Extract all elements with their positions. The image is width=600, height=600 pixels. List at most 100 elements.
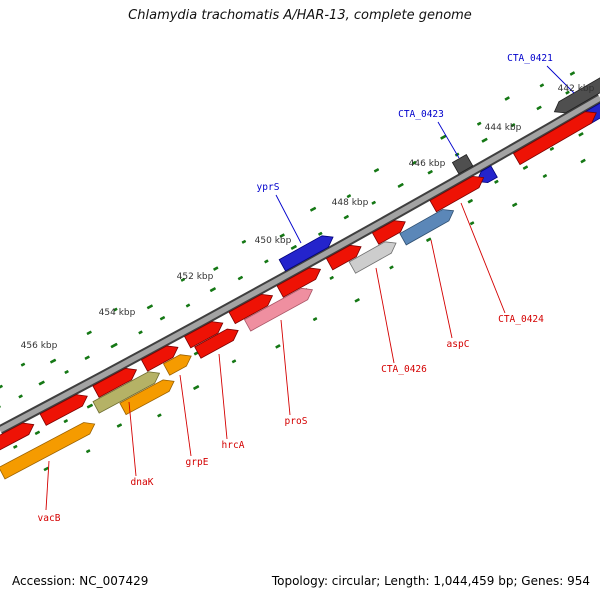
feature-tick xyxy=(312,317,318,322)
feature-tick xyxy=(569,71,576,76)
gene-CTA_0423[interactable] xyxy=(451,154,474,175)
gene-label-vacB: vacB xyxy=(38,513,61,524)
ruler-label: 456 kbp xyxy=(21,341,58,351)
ruler-label: 454 kbp xyxy=(99,308,136,318)
gene-label-dnaK: dnaK xyxy=(131,477,154,488)
feature-tick xyxy=(275,344,281,349)
gene-grpE[interactable] xyxy=(162,350,194,376)
gene-red-a[interactable] xyxy=(512,107,599,166)
feature-tick xyxy=(469,221,475,226)
feature-tick xyxy=(412,160,417,165)
gene-orange-b[interactable] xyxy=(119,376,177,416)
feature-tick xyxy=(565,90,570,95)
feature-tick xyxy=(512,202,518,207)
feature-tick xyxy=(467,199,473,204)
gene-vacB[interactable] xyxy=(0,418,98,480)
feature-tick xyxy=(86,330,92,335)
gene-label-aspC: aspC xyxy=(447,339,470,350)
label-leader-aspC xyxy=(430,239,453,339)
gene-CTA_0426[interactable] xyxy=(348,237,399,274)
feature-tick xyxy=(86,403,93,409)
gene-red-b[interactable] xyxy=(371,216,408,245)
gene-aspC[interactable] xyxy=(399,205,457,246)
feature-tick xyxy=(237,275,244,281)
genome-backbone-fill xyxy=(0,95,600,433)
feature-tick xyxy=(20,362,26,367)
feature-tick xyxy=(157,413,162,418)
feature-tick xyxy=(213,266,219,271)
gene-red-j[interactable] xyxy=(0,419,37,451)
label-leader-CTA_0424 xyxy=(460,202,506,314)
gene-CTA_0424[interactable] xyxy=(429,172,487,213)
feature-tick xyxy=(343,214,349,220)
gene-label-CTA_0423: CTA_0423 xyxy=(398,109,444,120)
gene-CTA_0421[interactable] xyxy=(551,76,600,117)
feature-tick xyxy=(510,123,516,128)
feature-tick xyxy=(0,384,3,390)
feature-tick xyxy=(542,174,548,178)
feature-tick xyxy=(539,83,545,88)
feature-tick xyxy=(318,231,323,236)
gene-label-grpE: grpE xyxy=(186,457,209,468)
topology-info-text: Topology: circular; Length: 1,044,459 bp… xyxy=(271,574,590,588)
gene-red-c[interactable] xyxy=(325,241,364,271)
feature-tick xyxy=(43,466,49,472)
gene-red-d[interactable] xyxy=(276,264,324,298)
accession-text: Accession: NC_007429 xyxy=(12,574,149,588)
feature-tick xyxy=(426,237,432,242)
label-leader-CTA_0426 xyxy=(375,267,395,364)
feature-tick xyxy=(397,182,404,188)
gene-dnaK[interactable] xyxy=(92,368,163,414)
label-leader-proS xyxy=(280,319,291,416)
gene-hrcA[interactable] xyxy=(194,325,242,359)
gene-red-f[interactable] xyxy=(183,317,226,349)
feature-tick xyxy=(241,239,247,244)
gene-red-h[interactable] xyxy=(92,364,140,398)
ruler-label: 452 kbp xyxy=(177,272,214,282)
feature-tick xyxy=(427,170,433,175)
gene-red-e[interactable] xyxy=(228,290,276,325)
feature-tick xyxy=(18,394,23,399)
genome-map-canvas[interactable]: CTA_0421 CTA_0423 yprS CTA_0424 aspC CTA_0426… xyxy=(0,0,600,565)
feature-tick xyxy=(329,275,334,280)
feature-tick xyxy=(279,233,285,238)
feature-tick xyxy=(264,259,269,264)
feature-tick xyxy=(209,287,216,293)
feature-tick xyxy=(346,194,352,199)
ruler-label: 448 kbp xyxy=(332,198,369,208)
gene-red-i[interactable] xyxy=(39,390,90,426)
gene-proS[interactable] xyxy=(243,284,315,332)
feature-tick xyxy=(64,370,69,374)
feature-tick xyxy=(389,265,394,270)
feature-tick xyxy=(63,419,69,424)
ruler-label: 450 kbp xyxy=(255,236,292,246)
feature-tick xyxy=(536,105,542,111)
feature-tick xyxy=(50,358,57,364)
feature-tick xyxy=(38,380,45,386)
feature-tick xyxy=(113,307,118,312)
feature-tick xyxy=(85,449,91,454)
ruler-label: 444 kbp xyxy=(485,123,522,133)
gene-label-CTA_0426: CTA_0426 xyxy=(381,364,427,375)
gene-red-g[interactable] xyxy=(140,342,181,372)
feature-tick xyxy=(193,385,200,390)
label-leader-vacB xyxy=(45,460,50,511)
feature-tick xyxy=(110,342,118,349)
label-leader-dnaK xyxy=(128,401,137,477)
feature-tick xyxy=(494,179,499,184)
gene-label-CTA_0424: CTA_0424 xyxy=(498,314,544,325)
feature-tick xyxy=(34,430,41,435)
feature-tick xyxy=(549,146,555,151)
gene-label-CTA_0421: CTA_0421 xyxy=(507,53,553,64)
feature-tick xyxy=(373,168,380,173)
gene-yprS[interactable] xyxy=(278,231,336,272)
feature-tick xyxy=(159,316,166,321)
label-leader-CTA_0421 xyxy=(546,65,575,94)
feature-tick xyxy=(580,158,586,164)
label-leader-hrcA xyxy=(218,353,228,440)
feature-tick xyxy=(354,298,360,303)
label-leader-CTA_0423 xyxy=(437,121,460,159)
feature-tick xyxy=(180,277,186,282)
page-title: Chlamydia trachomatis A/HAR-13, complete… xyxy=(128,8,472,23)
feature-tick xyxy=(116,423,123,428)
